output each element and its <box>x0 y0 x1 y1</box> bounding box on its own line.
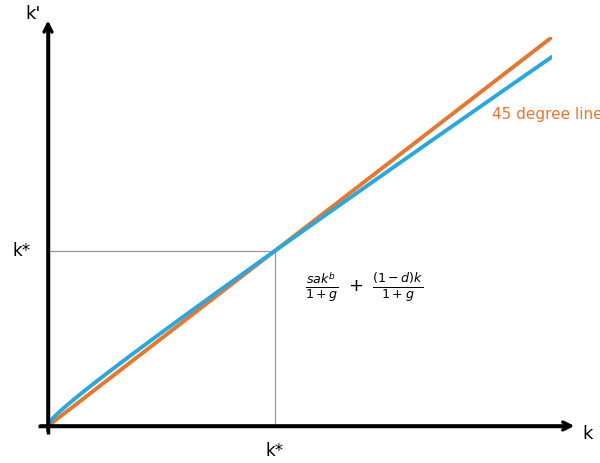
Text: $\frac{sak^b}{1+g}$$\ +\ $$\frac{(1-d)k}{1+g}$: $\frac{sak^b}{1+g}$$\ +\ $$\frac{(1-d)k}… <box>305 270 424 304</box>
Text: 45 degree line: 45 degree line <box>491 107 600 122</box>
Text: k: k <box>582 425 592 443</box>
Text: k*: k* <box>266 442 284 459</box>
Text: k*: k* <box>12 242 31 260</box>
Text: k': k' <box>25 5 41 23</box>
